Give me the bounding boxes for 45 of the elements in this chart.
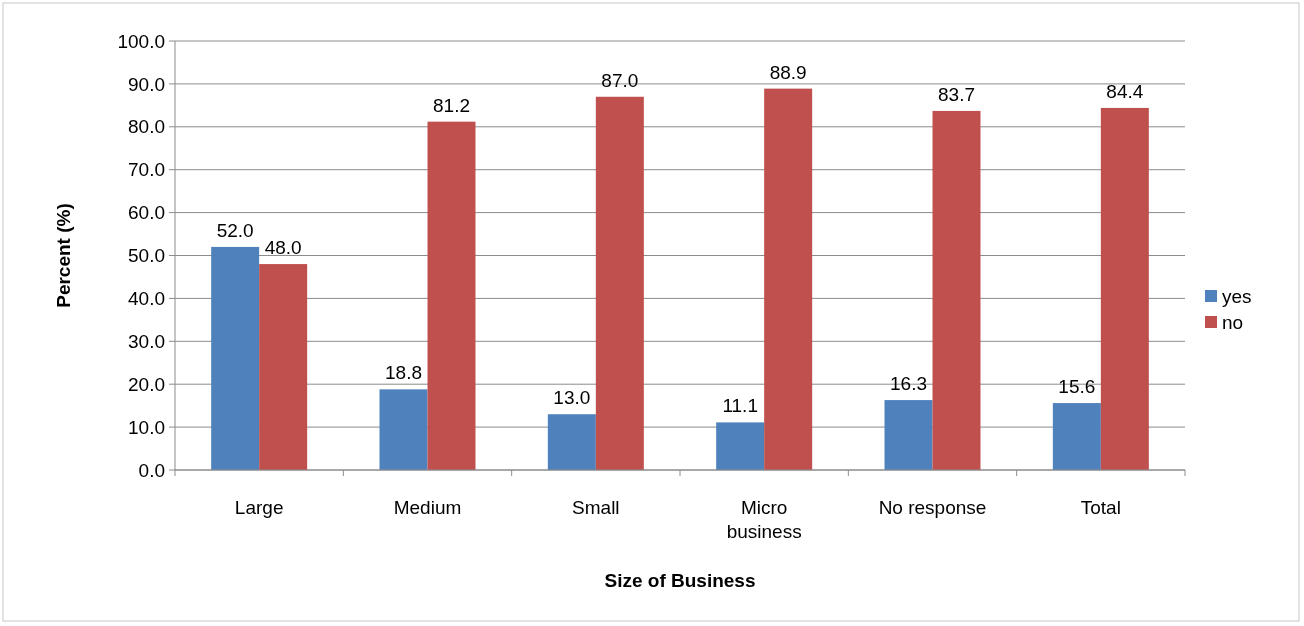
data-label: 18.8 — [385, 362, 422, 384]
x-tick-label: Medium — [393, 497, 462, 518]
data-label: 87.0 — [601, 69, 639, 91]
data-label: 83.7 — [938, 83, 975, 105]
y-tick-label: 50.0 — [128, 245, 165, 267]
y-tick-label: 80.0 — [128, 116, 165, 138]
x-tick-label: Small — [572, 497, 620, 518]
data-label: 15.6 — [1058, 376, 1096, 398]
x-tick-label: Total — [1080, 497, 1121, 518]
data-label: 52.0 — [216, 219, 254, 241]
data-label: 88.9 — [769, 61, 807, 83]
y-axis-title: Percent (%) — [53, 203, 74, 308]
bar — [379, 389, 428, 470]
y-tick-label: 60.0 — [128, 202, 165, 224]
y-tick-label: 100.0 — [117, 30, 165, 52]
x-axis-title: Size of Business — [604, 570, 756, 591]
y-tick-label: 0.0 — [138, 459, 165, 481]
bar — [884, 400, 933, 470]
y-tick-label: 30.0 — [128, 330, 165, 352]
bar — [716, 422, 765, 470]
legend-label: yes — [1222, 285, 1252, 307]
bar — [1100, 107, 1149, 470]
y-tick-label: 20.0 — [128, 373, 165, 395]
bar — [1052, 403, 1101, 470]
bar — [211, 246, 260, 470]
data-label: 84.4 — [1106, 80, 1144, 102]
bar — [427, 121, 476, 470]
bar — [932, 110, 981, 470]
data-label: 48.0 — [264, 237, 302, 259]
y-tick-label: 40.0 — [128, 288, 165, 310]
x-tick-label: No response — [878, 497, 987, 518]
bar — [547, 414, 596, 470]
data-label: 13.0 — [553, 387, 591, 409]
data-label: 81.2 — [433, 94, 470, 116]
y-tick-label: 90.0 — [128, 73, 165, 95]
data-label: 16.3 — [890, 373, 927, 395]
bar — [259, 264, 308, 470]
y-tick-label: 10.0 — [128, 416, 165, 438]
bar — [764, 88, 813, 470]
bar — [595, 96, 644, 470]
y-tick-label: 70.0 — [128, 159, 165, 181]
x-tick-label: Micro business — [726, 497, 802, 542]
legend-label: no — [1222, 311, 1244, 333]
data-label: 11.1 — [722, 395, 758, 417]
x-tick-label: Large — [234, 497, 284, 518]
